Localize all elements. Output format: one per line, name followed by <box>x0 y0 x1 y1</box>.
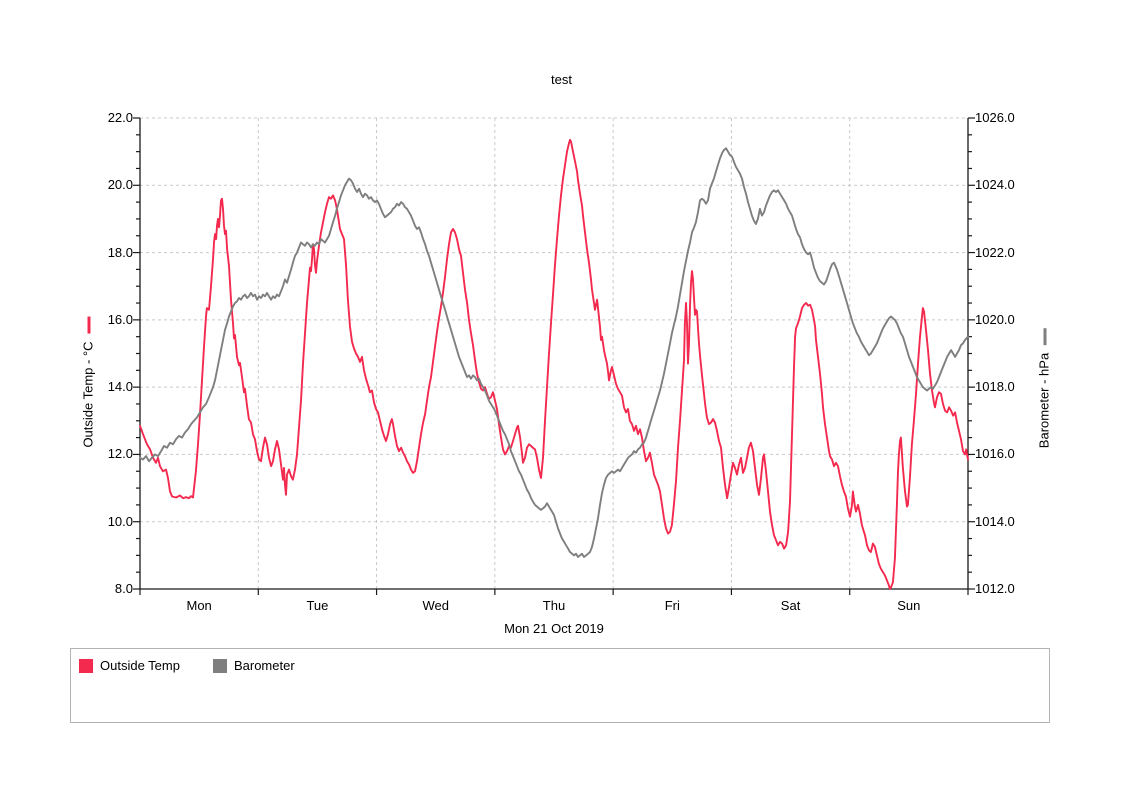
legend-box: Outside Temp Barometer <box>70 648 1050 723</box>
y-axis-right-label: Barometer - hPa <box>1036 327 1052 449</box>
y-tick-label-left: 16.0 <box>107 311 133 327</box>
x-tick-label-fri: Fri <box>664 598 680 613</box>
outside-temp-line <box>139 138 969 590</box>
legend-item-barometer: Barometer <box>212 658 295 673</box>
legend-label-outside-temp: Outside Temp <box>100 658 180 673</box>
x-tick-label-sat: Sat <box>780 598 801 613</box>
y-axis-left-label-text: Outside Temp - °C <box>80 341 96 448</box>
x-tick-label-sun: Sun <box>897 598 921 613</box>
y-tick-label-left: 8.0 <box>114 581 133 596</box>
y-axis-right-label-text: Barometer - hPa <box>1036 352 1052 449</box>
legend-label-barometer: Barometer <box>233 658 295 673</box>
y-tick-label-right: 1020.0 <box>975 311 1015 327</box>
x-tick-label-mon: Mon <box>186 598 212 613</box>
y-tick-label-right: 1022.0 <box>975 244 1015 260</box>
y-tick-label-left: 20.0 <box>107 177 133 193</box>
barometer-axis-dash-icon <box>1043 327 1047 345</box>
y-tick-label-left: 12.0 <box>107 446 133 462</box>
y-tick-label-right: 1012.0 <box>975 581 1015 596</box>
y-tick-label-right: 1026.0 <box>975 110 1015 125</box>
x-axis-date-label: Mon 21 Oct 2019 <box>504 621 604 636</box>
x-tick-label-thu: Thu <box>542 598 566 613</box>
y-tick-label-right: 1024.0 <box>975 177 1015 193</box>
y-tick-label-left: 10.0 <box>107 513 133 529</box>
y-tick-label-right: 1014.0 <box>975 513 1015 529</box>
barometer-legend-swatch-icon <box>212 659 227 673</box>
y-tick-label-right: 1016.0 <box>975 446 1015 462</box>
y-tick-label-left: 22.0 <box>107 110 133 125</box>
legend-item-outside-temp: Outside Temp <box>79 659 180 673</box>
y-tick-label-left: 18.0 <box>107 244 133 260</box>
x-tick-label-wed: Wed <box>422 598 449 613</box>
y-tick-label-left: 14.0 <box>107 379 133 395</box>
chart-title: test <box>551 72 572 87</box>
x-tick-label-tue: Tue <box>306 598 329 613</box>
barometer-line <box>139 147 969 558</box>
outside-temp-legend-swatch-icon <box>79 659 93 673</box>
y-tick-label-right: 1018.0 <box>975 379 1015 395</box>
